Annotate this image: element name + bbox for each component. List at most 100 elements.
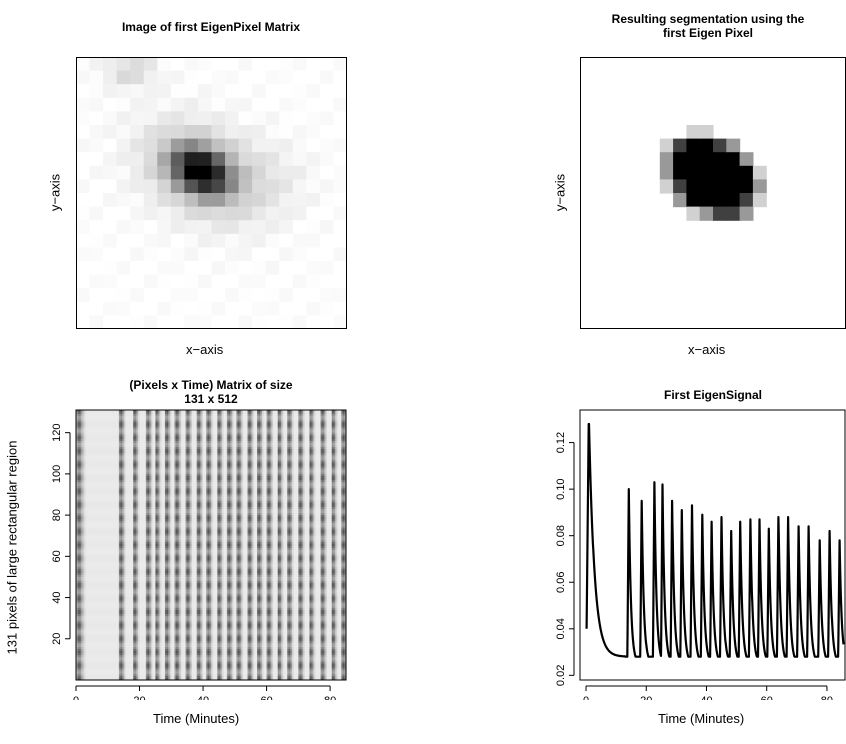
matrix-cell: [303, 424, 306, 427]
matrix-cell: [180, 418, 183, 421]
segment-cell: [752, 193, 767, 208]
matrix-cell: [341, 412, 344, 415]
matrix-cell: [174, 418, 177, 421]
matrix-cell: [107, 416, 110, 419]
matrix-cell: [260, 418, 263, 421]
matrix-cell: [193, 414, 196, 417]
matrix-cell: [296, 420, 299, 423]
matrix-cell: [320, 412, 323, 415]
matrix-cell: [299, 424, 302, 427]
matrix-cell: [83, 416, 86, 419]
heat-cell: [225, 138, 240, 153]
matrix-cell: [117, 416, 120, 419]
matrix-cell: [203, 416, 206, 419]
matrix-cell: [226, 418, 229, 421]
matrix-cell: [298, 414, 301, 417]
matrix-cell: [184, 420, 186, 423]
matrix-cell: [238, 422, 240, 425]
matrix-cell: [263, 426, 266, 429]
matrix-cell: [123, 418, 126, 421]
heat-cell: [279, 261, 294, 276]
matrix-cell: [87, 422, 90, 425]
matrix-cell: [325, 418, 328, 421]
matrix-cell: [339, 410, 342, 413]
matrix-cell: [292, 426, 294, 429]
matrix-cell: [272, 412, 275, 415]
matrix-cell: [123, 426, 126, 429]
heat-cell: [225, 247, 240, 262]
matrix-cell: [322, 416, 325, 419]
heat-cell: [143, 57, 158, 72]
matrix-cell: [169, 418, 172, 421]
matrix-cell: [177, 410, 180, 413]
heat-cell: [252, 261, 267, 276]
matrix-cell: [333, 422, 336, 425]
heat-cell: [103, 261, 118, 276]
matrix-cell: [260, 410, 263, 413]
matrix-cell: [160, 412, 163, 415]
matrix-cell: [157, 426, 159, 429]
matrix-cell: [299, 414, 302, 417]
matrix-cell: [137, 426, 140, 429]
matrix-cell: [169, 412, 172, 415]
matrix-cell: [211, 416, 213, 419]
matrix-cell: [328, 420, 331, 423]
matrix-cell: [82, 426, 85, 429]
matrix-cell: [314, 416, 317, 419]
matrix-cell: [309, 420, 312, 423]
matrix-cell: [234, 414, 237, 417]
matrix-cell: [112, 414, 115, 417]
matrix-cell: [234, 420, 237, 423]
matrix-cell: [230, 420, 233, 423]
matrix-cell: [110, 428, 113, 432]
heat-cell: [211, 247, 226, 262]
matrix-cell: [123, 420, 126, 423]
matrix-cell: [218, 418, 221, 421]
heat-cell: [319, 288, 335, 303]
matrix-cell: [233, 420, 236, 423]
matrix-cell: [326, 412, 329, 415]
matrix-cell: [118, 422, 121, 425]
matrix-cell: [112, 422, 115, 425]
matrix-cell: [103, 414, 105, 417]
matrix-cell: [93, 426, 96, 429]
matrix-cell: [293, 414, 296, 417]
heat-cell: [279, 152, 294, 167]
matrix-cell: [317, 414, 320, 417]
matrix-cell: [269, 412, 272, 415]
heat-cell: [225, 57, 240, 72]
matrix-cell: [269, 410, 272, 413]
heat-cell: [225, 315, 240, 329]
matrix-cell: [293, 426, 296, 429]
matrix-cell: [218, 416, 221, 419]
matrix-cell: [153, 410, 156, 413]
heat-cell: [143, 84, 158, 99]
matrix-cell: [211, 420, 213, 423]
matrix-cell: [137, 420, 140, 423]
matrix-cell: [169, 410, 172, 413]
matrix-cell: [85, 424, 88, 427]
matrix-cell: [120, 416, 123, 419]
matrix-cell: [177, 424, 180, 427]
matrix-cell: [260, 424, 263, 427]
segment-cell: [726, 179, 741, 194]
matrix-cell: [104, 418, 107, 421]
matrix-cell: [271, 426, 274, 429]
heat-cell: [306, 138, 321, 153]
segment-cell: [686, 152, 701, 167]
matrix-cell: [99, 426, 102, 429]
matrix-cell: [123, 410, 126, 413]
matrix-cell: [195, 426, 198, 429]
matrix-cell: [336, 424, 339, 427]
matrix-cell: [171, 422, 174, 425]
matrix-cell: [193, 422, 196, 425]
heat-cell: [225, 206, 240, 221]
heat-cell: [170, 138, 185, 153]
segment-cell: [699, 152, 714, 167]
matrix-cell: [298, 420, 301, 423]
matrix-cell: [207, 426, 210, 429]
heat-cell: [157, 274, 172, 289]
matrix-cell: [323, 414, 326, 417]
matrix-cell: [319, 420, 321, 423]
heat-cell: [279, 179, 294, 194]
